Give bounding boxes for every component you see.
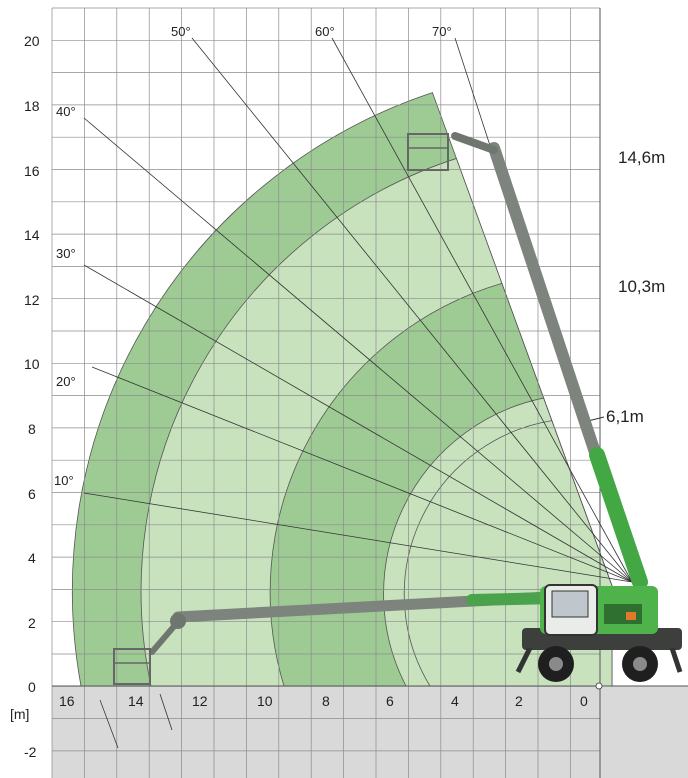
y-tick-label: 0: [28, 679, 36, 695]
angle-label-40: 40°: [56, 104, 76, 119]
boom-length-labels: 6,1m 10,3m 14,6m: [587, 148, 665, 426]
x-tick-label: 0: [580, 693, 588, 709]
y-tick-label: 8: [28, 421, 36, 437]
raised-boom-jib: [451, 132, 498, 154]
machine-engine-cover: [604, 604, 642, 624]
x-tick-label: 16: [59, 693, 75, 709]
machine-light: [626, 612, 636, 620]
outrigger-right: [669, 647, 683, 673]
boom-length-10-3m: 10,3m: [618, 277, 665, 296]
angle-label-20: 20°: [56, 374, 76, 389]
angle-label-70: 70°: [432, 24, 452, 39]
ground-area: [52, 686, 688, 778]
angle-labels: 10° 20° 30° 40° 50° 60° 70°: [54, 24, 452, 488]
wheel-rear-hub: [633, 657, 647, 671]
horizontal-boom-jib: [149, 621, 179, 655]
ray-extension: [99, 699, 119, 749]
x-tick-label: 14: [128, 693, 144, 709]
pivot-point: [595, 682, 603, 690]
angle-ray-10: [83, 492, 633, 583]
angle-ray-20: [91, 366, 633, 583]
y-tick-label: 2: [28, 615, 36, 631]
boom-length-6-1m: 6,1m: [606, 407, 644, 426]
angle-rays: [83, 37, 633, 749]
y-tick-label: 18: [24, 98, 40, 114]
x-tick-label: 8: [322, 693, 330, 709]
angle-label-30: 30°: [56, 246, 76, 261]
ground-basket: [113, 648, 151, 685]
y-tick-label: 6: [28, 486, 36, 502]
x-tick-label: 6: [386, 693, 394, 709]
x-tick-label: 12: [192, 693, 208, 709]
x-tick-label: 10: [257, 693, 273, 709]
x-tick-label: 4: [451, 693, 459, 709]
y-tick-label: -2: [24, 744, 37, 760]
axis-unit-label: [m]: [10, 706, 29, 722]
y-tick-label: 20: [24, 33, 40, 49]
angle-label-60: 60°: [315, 24, 335, 39]
y-axis-labels: 20 18 16 14 12 10 8 6 4 2 0 -2: [24, 33, 40, 760]
raised-basket: [407, 133, 449, 171]
x-tick-label: 2: [515, 693, 523, 709]
y-tick-label: 14: [24, 227, 40, 243]
angle-label-10: 10°: [54, 473, 74, 488]
angle-ray-30: [83, 264, 633, 583]
cab-window: [551, 590, 589, 618]
angle-label-50: 50°: [171, 24, 191, 39]
boom-length-14-6m: 14,6m: [618, 148, 665, 167]
angle-ray-40: [83, 117, 633, 583]
machine-illustration: [113, 132, 683, 690]
raised-boom-base-section: [589, 447, 648, 590]
x-axis-labels: 16 14 12 10 8 6 4 2 0: [59, 693, 588, 709]
angle-ray-60: [331, 37, 633, 583]
ray-extension: [159, 693, 173, 731]
outrigger-left: [515, 646, 533, 674]
angle-ray-50: [191, 37, 633, 583]
y-tick-label: 10: [24, 356, 40, 372]
y-tick-label: 4: [28, 550, 36, 566]
y-tick-label: 16: [24, 163, 40, 179]
wheel-front-hub: [549, 657, 563, 671]
y-tick-label: 12: [24, 292, 40, 308]
